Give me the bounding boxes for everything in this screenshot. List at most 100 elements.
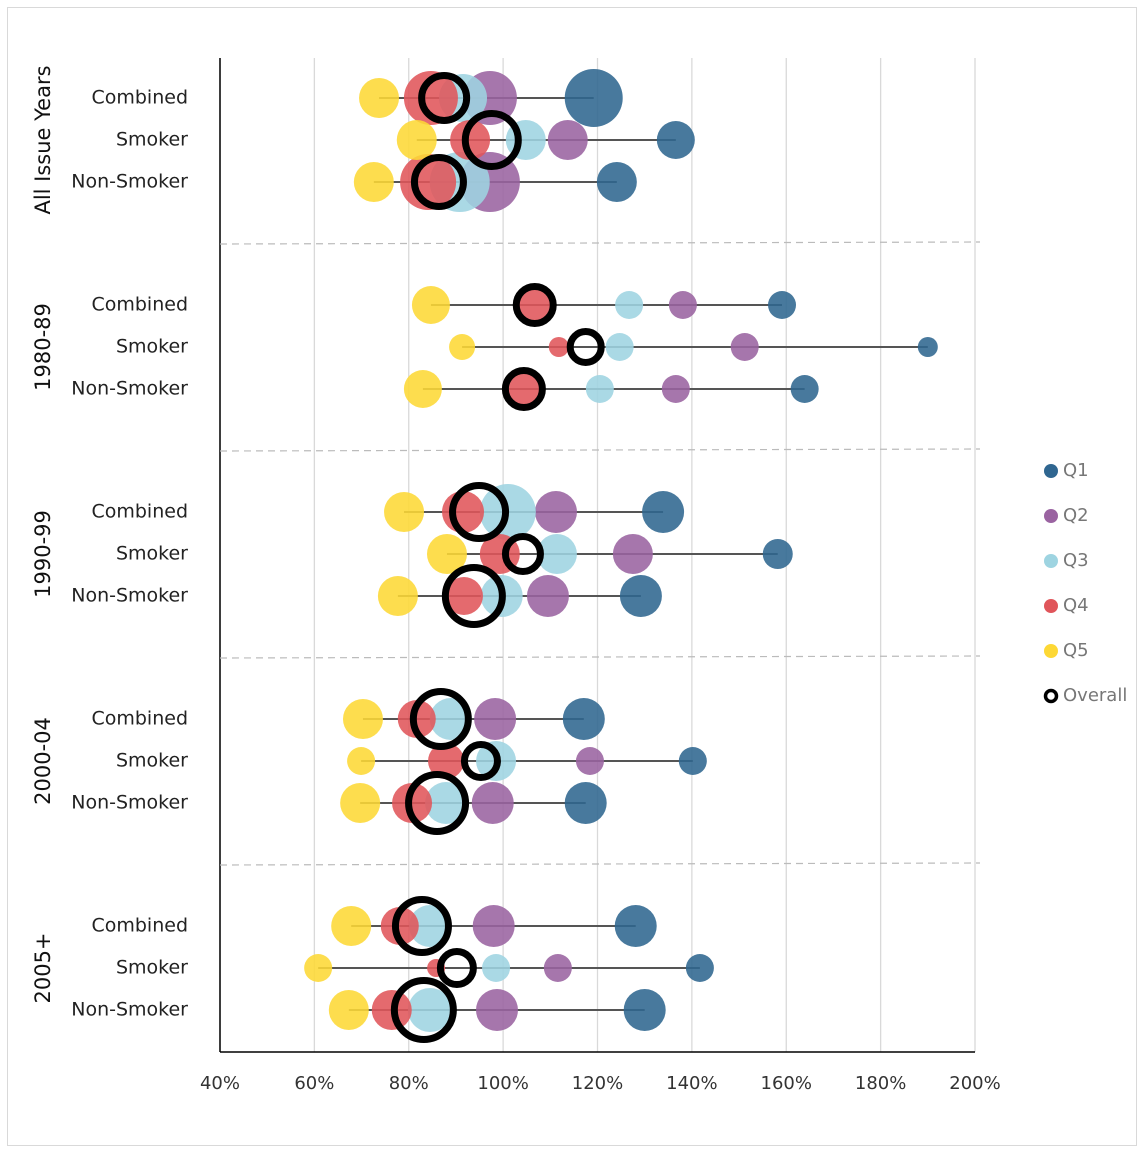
bubble [518,289,551,321]
bubble [450,120,491,160]
overall-marker [449,482,510,542]
bubble [917,337,938,357]
x-tick-label: 120% [572,1073,623,1094]
overall-marker [410,154,467,210]
group-label: 2005+ [31,932,55,1003]
bubble [407,988,452,1032]
x-tick-label: 80% [389,1073,429,1094]
bubble [380,907,419,945]
bubble [543,954,572,982]
bubble [396,120,437,160]
bubble [474,698,517,740]
bubble [442,491,485,533]
overall-marker [391,896,452,956]
bubble [444,577,483,615]
group-label: 1990-99 [31,510,55,598]
bubble [614,905,657,947]
x-tick-label: 200% [949,1073,1000,1094]
row-label: Combined [91,915,188,937]
row-label: Smoker [116,957,188,979]
bubble [536,534,577,574]
group-label: 2000-04 [31,717,55,805]
bubble [596,162,637,202]
legend-marker [1044,464,1058,478]
bubble [790,375,819,403]
bubble [575,747,604,775]
bubble [428,743,465,779]
legend-marker [1043,688,1059,704]
overall-marker [390,977,457,1043]
legend-marker [1044,509,1058,523]
bubble [353,162,394,202]
bubble [661,375,690,403]
bubble [642,491,685,533]
bubble [471,782,514,824]
bubble [612,534,653,574]
row-label: Combined [91,294,188,316]
row-label: Non-Smoker [71,792,188,814]
bubble [449,334,476,360]
legend-marker [1044,644,1058,658]
bubble [562,698,605,740]
bubble [429,698,472,740]
row-label: Smoker [116,543,188,565]
overall-marker [460,741,501,781]
legend-label: Q3 [1063,550,1089,571]
bubble [506,372,541,406]
overall-marker [566,328,605,366]
row-label: Smoker [116,750,188,772]
x-tick-label: 60% [294,1073,334,1094]
bubble [403,71,458,125]
row-label: Smoker [116,129,188,151]
group-separator [219,655,981,659]
group-label: 1980-89 [31,303,55,391]
bubble [548,337,569,357]
bubble [656,121,695,159]
bubble [426,534,467,574]
legend-label: Q5 [1063,640,1089,661]
row-label: Non-Smoker [71,585,188,607]
bubble [425,782,468,824]
bubble [304,954,333,982]
overall-marker [418,72,471,124]
bubble [340,783,381,823]
overall-marker [436,948,477,988]
group-separator [219,241,981,245]
x-tick-label: 180% [855,1073,906,1094]
group-label: All Issue Years [31,65,55,214]
x-tick-label: 100% [477,1073,528,1094]
legend-label: Q4 [1063,595,1089,616]
legend-label: Q2 [1063,505,1089,526]
bubble [472,905,515,947]
bubble [730,333,759,361]
bubble [411,286,450,324]
overall-marker [405,771,470,835]
chart-frame [7,7,1137,1146]
bubble [400,154,457,210]
bubble [403,370,442,408]
legend-marker [1044,554,1058,568]
legend-label: Overall [1063,685,1127,706]
bubble [619,575,662,617]
bubble [342,699,383,739]
bubble [475,989,518,1031]
x-tick-label: 140% [666,1073,717,1094]
bubble [328,990,369,1030]
group-separator [219,862,981,866]
x-tick-label: 160% [761,1073,812,1094]
bubble [564,69,623,127]
overall-marker [512,283,557,327]
row-label: Smoker [116,336,188,358]
row-label: Non-Smoker [71,171,188,193]
bubble [668,291,697,319]
bubble [526,575,569,617]
overall-marker [501,533,544,575]
overall-marker [461,110,522,170]
bubble [359,78,400,118]
bubble [377,576,418,616]
bubble [482,954,511,982]
bubble [678,747,707,775]
bubble [547,120,588,160]
bubble [605,333,634,361]
